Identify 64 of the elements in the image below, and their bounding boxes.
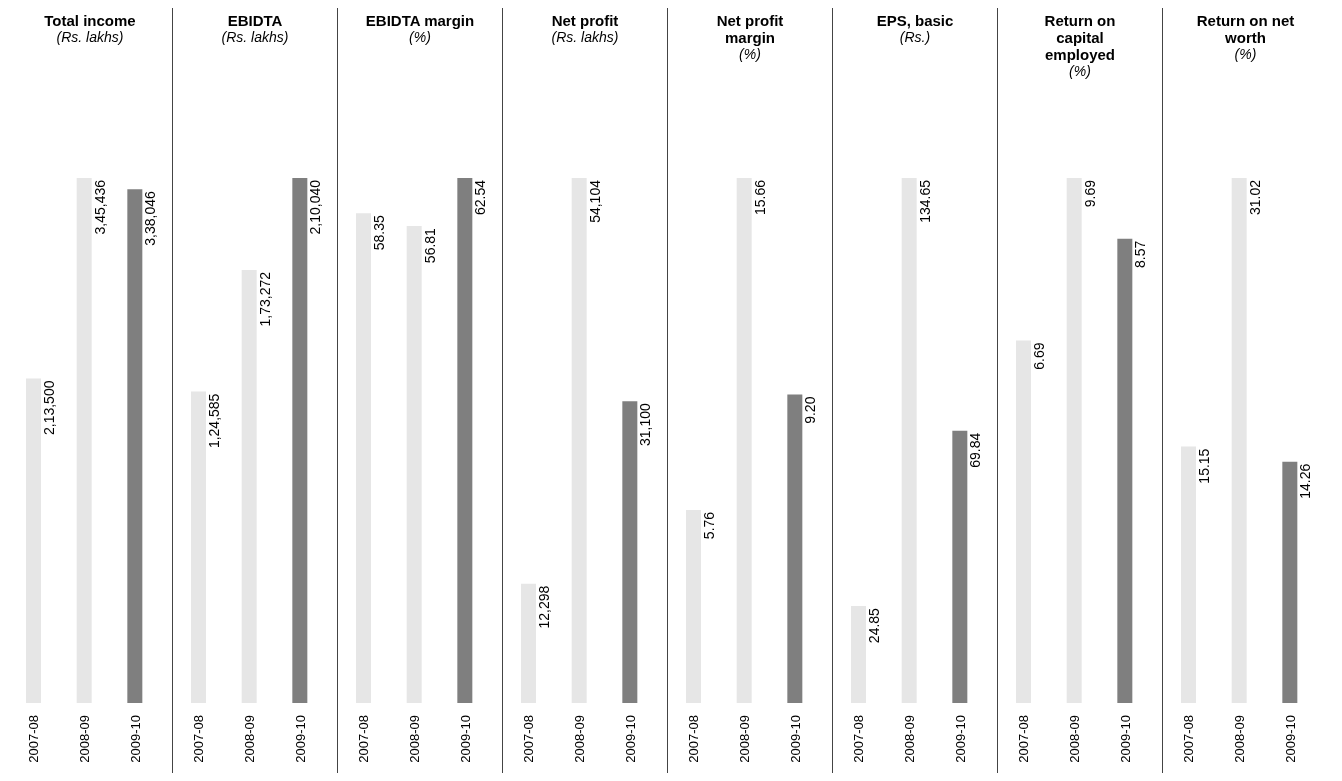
chart-subtitle: (%)	[738, 46, 762, 63]
chart-title: Net profit margin	[715, 12, 785, 46]
x-tick-label: 2007-08	[26, 715, 42, 763]
data-label: 69.84	[967, 432, 984, 468]
chart-title: EPS, basic	[875, 12, 955, 29]
data-label: 58.35	[371, 214, 387, 251]
data-label: 134.65	[916, 179, 933, 223]
chart-title: Return on capital employed	[1043, 12, 1117, 63]
x-tick-label: 2009-10	[292, 715, 308, 763]
data-label: 2,13,500	[41, 380, 57, 436]
x-tick-label: 2007-08	[356, 715, 372, 763]
data-label: 9.20	[802, 396, 819, 424]
data-label: 31.02	[1246, 179, 1263, 216]
data-label: 1,73,272	[256, 271, 273, 327]
x-tick-label: 2007-08	[1181, 715, 1197, 763]
data-label: 5.76	[701, 511, 717, 540]
data-label: 6.69	[1031, 342, 1047, 370]
x-tick-label: 2008-09	[407, 715, 422, 763]
data-label: 24.85	[866, 607, 882, 644]
chart-subtitle: (Rs.)	[898, 29, 932, 46]
chart-title: EBIDTA margin	[364, 12, 476, 29]
chart-title: Return on net worth	[1195, 12, 1296, 46]
data-label: 1,24,585	[206, 393, 222, 449]
data-label: 54,104	[586, 179, 603, 223]
data-label: 62.54	[472, 179, 489, 216]
x-tick-label: 2009-10	[457, 715, 473, 763]
x-tick-label: 2007-08	[686, 715, 702, 763]
x-tick-label: 2008-09	[77, 715, 92, 763]
x-tick-label: 2009-10	[952, 715, 968, 763]
x-tick-label: 2008-09	[737, 715, 752, 763]
x-tick-label: 2008-09	[572, 715, 587, 763]
x-tick-label: 2007-08	[191, 715, 207, 763]
x-tick-label: 2007-08	[1016, 715, 1032, 763]
data-label: 56.81	[421, 227, 438, 264]
x-tick-label: 2009-10	[127, 715, 143, 763]
x-tick-label: 2008-09	[1067, 715, 1082, 763]
x-tick-label: 2009-10	[787, 715, 803, 763]
chart-title: Net profit	[550, 12, 620, 29]
x-tick-label: 2008-09	[902, 715, 917, 763]
chart-title: EBIDTA	[226, 12, 284, 29]
data-label: 31,100	[637, 403, 654, 447]
chart-subtitle: (%)	[1068, 63, 1092, 80]
x-tick-label: 2007-08	[851, 715, 867, 763]
chart-subtitle: (%)	[408, 29, 432, 46]
chart-subtitle: (Rs. lakhs)	[55, 29, 125, 46]
data-label: 2,10,040	[307, 179, 324, 235]
x-tick-label: 2008-09	[242, 715, 257, 763]
data-label: 8.57	[1132, 240, 1149, 268]
x-tick-label: 2008-09	[1232, 715, 1247, 763]
chart-subtitle: (Rs. lakhs)	[220, 29, 290, 46]
x-tick-label: 2007-08	[521, 715, 537, 763]
data-label: 14.26	[1297, 463, 1314, 499]
data-label: 3,45,436	[91, 179, 108, 235]
data-label: 3,38,046	[142, 191, 159, 246]
x-tick-label: 2009-10	[622, 715, 638, 763]
chart-subtitle: (Rs. lakhs)	[550, 29, 620, 46]
data-label: 12,298	[536, 585, 552, 629]
chart-subtitle: (%)	[1233, 46, 1258, 63]
data-label: 15.66	[751, 179, 768, 216]
chart-title: Total income	[43, 12, 137, 29]
data-label: 9.69	[1081, 179, 1098, 208]
data-label: 15.15	[1196, 448, 1212, 484]
x-tick-label: 2009-10	[1117, 715, 1133, 763]
x-tick-label: 2009-10	[1282, 715, 1298, 763]
